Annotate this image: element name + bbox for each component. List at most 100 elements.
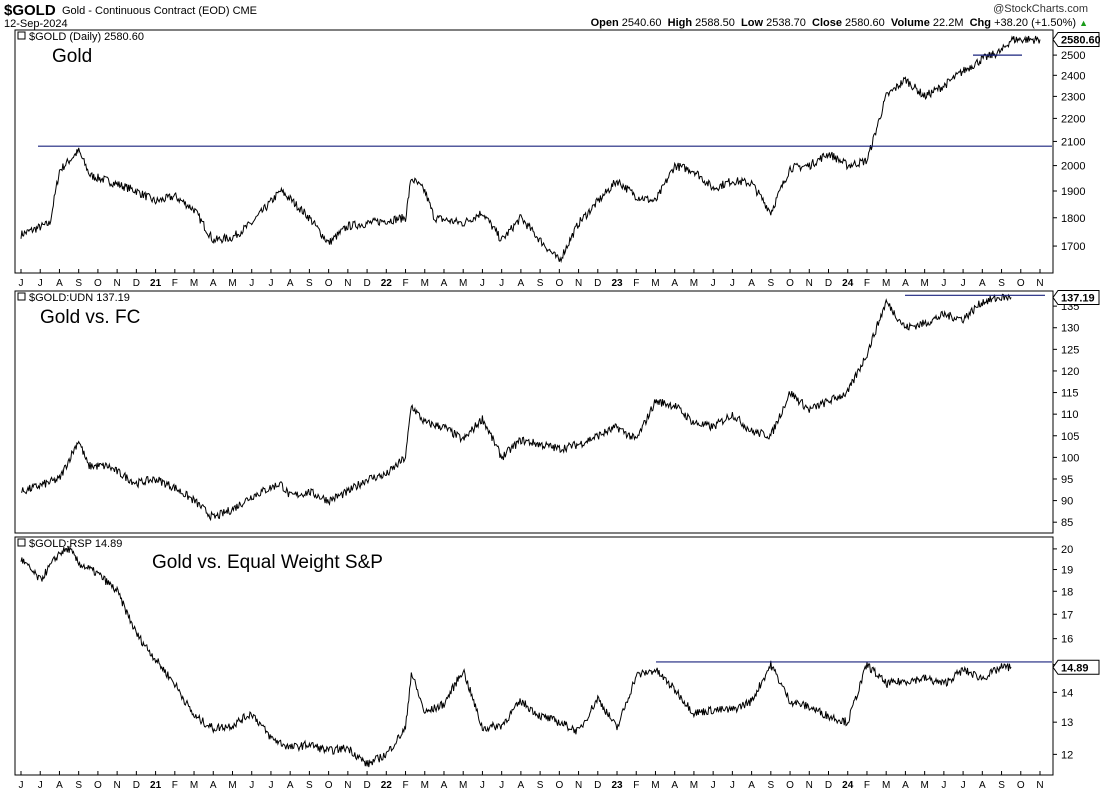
y-tick-label: 105 (1061, 431, 1079, 443)
last-value-box-shape (1052, 289, 1100, 305)
x-tick-label: A (902, 780, 909, 791)
x-tick-label: D (594, 780, 601, 791)
panel-label: $GOLD:RSP 14.89 (29, 538, 122, 550)
x-tick-label: F (864, 780, 870, 791)
x-tick-label: N (1036, 278, 1043, 289)
y-tick-label: 14 (1061, 687, 1073, 699)
x-tick-label: 24 (842, 780, 854, 791)
x-tick-label: M (920, 278, 928, 289)
x-tick-label: F (633, 278, 639, 289)
x-tick-label: J (268, 780, 273, 791)
x-tick-label: D (594, 278, 601, 289)
x-tick-label: A (518, 278, 525, 289)
open-value: 2540.60 (621, 17, 662, 29)
y-tick-label: 1700 (1061, 241, 1085, 253)
x-tick-label: 21 (150, 278, 162, 289)
x-tick-label: M (228, 780, 236, 791)
x-tick-label: S (767, 278, 774, 289)
low-value: 2538.70 (766, 17, 806, 29)
x-tick-label: N (344, 278, 351, 289)
x-tick-label: 22 (381, 278, 393, 289)
last-value-box-shape (1052, 659, 1100, 675)
y-tick-label: 2400 (1061, 70, 1085, 82)
panel-title: Gold vs. Equal Weight S&P (152, 552, 383, 573)
x-tick-label: A (979, 278, 986, 289)
x-tick-label: J (268, 278, 273, 289)
x-tick-label: S (998, 278, 1005, 289)
y-tick-label: 95 (1061, 474, 1073, 486)
x-tick-label: 23 (611, 278, 623, 289)
chart-date: 12-Sep-2024 (4, 18, 68, 30)
x-tick-label: A (287, 278, 294, 289)
chart-description: Gold - Continuous Contract (EOD) CME (62, 5, 258, 17)
high-label: High (667, 17, 693, 29)
price-series-line (20, 545, 1012, 768)
y-tick-label: 17 (1061, 609, 1073, 621)
y-tick-label: 85 (1061, 517, 1073, 529)
low-label: Low (741, 17, 764, 29)
x-tick-label: M (651, 278, 659, 289)
volume-value: 22.2M (932, 17, 964, 29)
last-value-label: 14.89 (1061, 662, 1089, 674)
x-tick-label: J (730, 780, 735, 791)
x-tick-label: F (402, 278, 408, 289)
x-tick-label: M (228, 278, 236, 289)
x-tick-label: F (402, 780, 408, 791)
last-value-box: 137.19 (1052, 289, 1100, 305)
x-tick-label: J (711, 278, 716, 289)
x-tick-label: J (941, 780, 946, 791)
x-tick-label: A (979, 780, 986, 791)
y-tick-label: 2100 (1061, 136, 1085, 148)
y-tick-label: 2000 (1061, 161, 1085, 173)
x-tick-label: S (306, 780, 313, 791)
x-tick-label: S (767, 780, 774, 791)
x-tick-label: 22 (381, 780, 393, 791)
x-tick-label: J (941, 278, 946, 289)
x-tick-label: A (441, 780, 448, 791)
x-tick-label: D (133, 780, 140, 791)
x-tick-label: O (786, 780, 794, 791)
x-tick-label: F (864, 278, 870, 289)
y-tick-label: 110 (1061, 409, 1079, 421)
x-tick-label: 24 (842, 278, 854, 289)
x-tick-label: D (363, 278, 370, 289)
brand-watermark[interactable]: @StockCharts.com (993, 3, 1088, 15)
x-tick-label: M (421, 278, 429, 289)
y-tick-label: 115 (1061, 388, 1079, 400)
y-tick-label: 20 (1061, 544, 1073, 556)
x-tick-label: F (172, 278, 178, 289)
x-tick-label: A (210, 278, 217, 289)
y-tick-label: 90 (1061, 496, 1073, 508)
x-tick-label: M (190, 278, 198, 289)
x-tick-label: M (459, 780, 467, 791)
x-tick-label: M (421, 780, 429, 791)
y-tick-label: 100 (1061, 452, 1079, 464)
x-tick-label: A (671, 278, 678, 289)
panel-menu-icon (17, 538, 26, 547)
volume-label: Volume (890, 17, 930, 29)
x-tick-label: S (537, 780, 544, 791)
panel-menu-icon (17, 292, 26, 301)
x-tick-label: O (555, 278, 563, 289)
x-tick-label: O (325, 780, 333, 791)
x-tick-label: N (344, 780, 351, 791)
chg-value: +38.20 (+1.50%) (994, 17, 1077, 29)
x-tick-label: N (575, 780, 582, 791)
y-tick-label: 1800 (1061, 213, 1085, 225)
panel-label: $GOLD (Daily) 2580.60 (29, 31, 144, 43)
last-value-box: 2580.60 (1052, 32, 1100, 48)
x-tick-label: O (325, 278, 333, 289)
x-tick-label: A (56, 780, 63, 791)
panel-frame (14, 536, 1054, 776)
x-tick-label: J (480, 780, 485, 791)
x-tick-label: D (825, 278, 832, 289)
y-tick-label: 125 (1061, 344, 1079, 356)
x-tick-label: S (998, 780, 1005, 791)
x-tick-label: A (441, 278, 448, 289)
price-series-line (20, 35, 1041, 264)
y-tick-label: 1900 (1061, 186, 1085, 198)
panel-1: 1700 1800 1900 2000 2100 2200 2300 2400 2500 $GOL… (14, 29, 1100, 289)
panel-menu-icon (17, 31, 26, 40)
x-tick-label: N (114, 780, 121, 791)
